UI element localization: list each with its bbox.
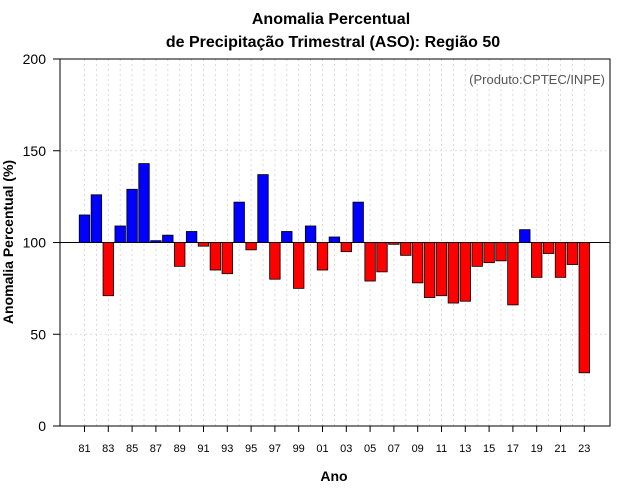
bar-15	[483, 242, 495, 264]
bar-87	[150, 240, 162, 243]
x-tick-label: 09	[412, 443, 424, 455]
bar-08	[400, 242, 412, 256]
x-tick-label: 87	[150, 443, 162, 455]
bar-13	[459, 242, 471, 302]
bar-18	[519, 229, 531, 243]
bar-12	[447, 242, 460, 304]
bar-09	[412, 242, 424, 284]
y-tick-label: 200	[23, 51, 47, 67]
x-tick-label: 89	[174, 443, 186, 455]
bars	[78, 163, 590, 374]
bar-96	[257, 174, 269, 243]
bar-14	[471, 242, 483, 267]
bar-19	[531, 242, 543, 278]
bar-85	[126, 188, 138, 243]
bar-89	[174, 242, 186, 267]
bar-91	[197, 242, 210, 247]
bar-86	[138, 163, 150, 243]
bar-82	[90, 194, 103, 243]
bar-04	[352, 201, 364, 243]
bar-07	[388, 242, 400, 245]
x-tick-label: 97	[269, 443, 281, 455]
plot-frame	[59, 58, 611, 427]
bar-02	[328, 236, 341, 243]
bar-05	[364, 242, 376, 282]
x-tick-label: 19	[531, 443, 543, 455]
bar-06	[376, 242, 388, 273]
x-tick-label: 01	[316, 443, 328, 455]
bar-20	[542, 242, 555, 254]
x-tick-label: 85	[126, 443, 138, 455]
y-tick-label: 150	[23, 143, 47, 159]
x-axis: 81 83 85 87 89 91 93 95 97 99 01 03 05 07 09 11 13 15 17 19…	[78, 426, 590, 455]
bar-23	[578, 242, 590, 374]
bar-03	[340, 242, 352, 253]
bar-16	[495, 242, 507, 262]
bar-01	[316, 242, 329, 271]
bar-00	[304, 225, 317, 243]
y-axis: 0 50 100 150 200	[23, 51, 60, 434]
bar-17	[507, 242, 519, 306]
x-tick-label: 99	[293, 443, 305, 455]
x-tick-label: 95	[245, 443, 257, 455]
y-tick-label: 0	[38, 418, 46, 434]
y-tick-label: 100	[23, 235, 47, 251]
bar-84	[114, 225, 126, 243]
x-tick-label: 05	[364, 443, 376, 455]
x-tick-label: 17	[507, 443, 519, 455]
bar-81	[78, 214, 91, 243]
bar-98	[281, 231, 293, 243]
x-tick-label: 81	[78, 443, 90, 455]
x-tick-label: 23	[578, 443, 590, 455]
chart-title: Anomalia Percentual	[252, 11, 410, 28]
grid	[60, 58, 610, 427]
x-tick-label: 13	[459, 443, 471, 455]
bar-95	[245, 242, 257, 251]
x-tick-label: 21	[554, 443, 566, 455]
x-tick-label: 11	[436, 443, 447, 455]
x-tick-label: 83	[102, 443, 114, 455]
chart-subtitle: de Precipitação Trimestral (ASO): Região…	[166, 34, 500, 51]
bar-22	[566, 242, 579, 265]
x-tick-label: 07	[388, 443, 400, 455]
x-tick-label: 93	[221, 443, 233, 455]
bar-21	[554, 242, 567, 278]
bar-99	[293, 242, 305, 289]
bar-11	[435, 242, 448, 297]
x-tick-label: 15	[483, 443, 495, 455]
bar-10	[423, 242, 436, 298]
credit-annotation: (Produto:CPTEC/INPE)	[469, 72, 605, 87]
bar-93	[221, 242, 233, 275]
x-tick-label: 03	[340, 443, 352, 455]
y-tick-label: 50	[30, 326, 46, 342]
bar-94	[233, 201, 245, 243]
x-tick-label: 91	[197, 443, 209, 455]
bar-88	[162, 234, 174, 243]
bar-92	[209, 242, 222, 271]
x-axis-label: Ano	[320, 468, 347, 484]
y-axis-label: Anomalia Percentual (%)	[0, 160, 16, 324]
bar-90	[185, 231, 198, 243]
bar-83	[102, 242, 114, 297]
bar-97	[269, 242, 281, 280]
